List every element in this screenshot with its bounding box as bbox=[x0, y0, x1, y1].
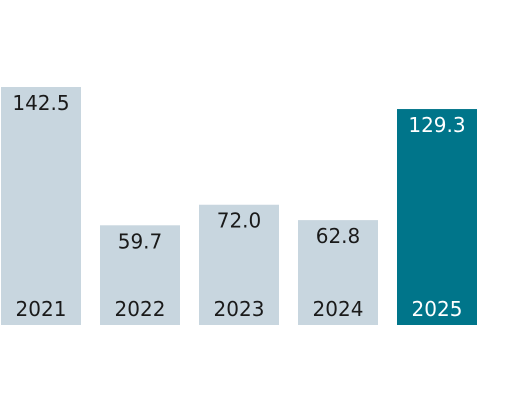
category-label-2025: 2025 bbox=[412, 297, 463, 321]
value-label-2023: 72.0 bbox=[217, 209, 262, 233]
category-label-2024: 2024 bbox=[313, 297, 364, 321]
category-label-2023: 2023 bbox=[214, 297, 265, 321]
value-label-2025: 129.3 bbox=[408, 113, 465, 137]
bar-2023 bbox=[199, 204, 279, 325]
bar-2025 bbox=[397, 109, 477, 325]
bar-2022 bbox=[100, 225, 180, 325]
category-label-2021: 2021 bbox=[16, 297, 67, 321]
bar-2024 bbox=[298, 220, 378, 325]
value-label-2021: 142.5 bbox=[12, 91, 69, 115]
bar-2021 bbox=[1, 87, 81, 325]
category-label-2022: 2022 bbox=[115, 297, 166, 321]
value-label-2024: 62.8 bbox=[316, 224, 361, 248]
value-label-2022: 59.7 bbox=[118, 229, 163, 253]
